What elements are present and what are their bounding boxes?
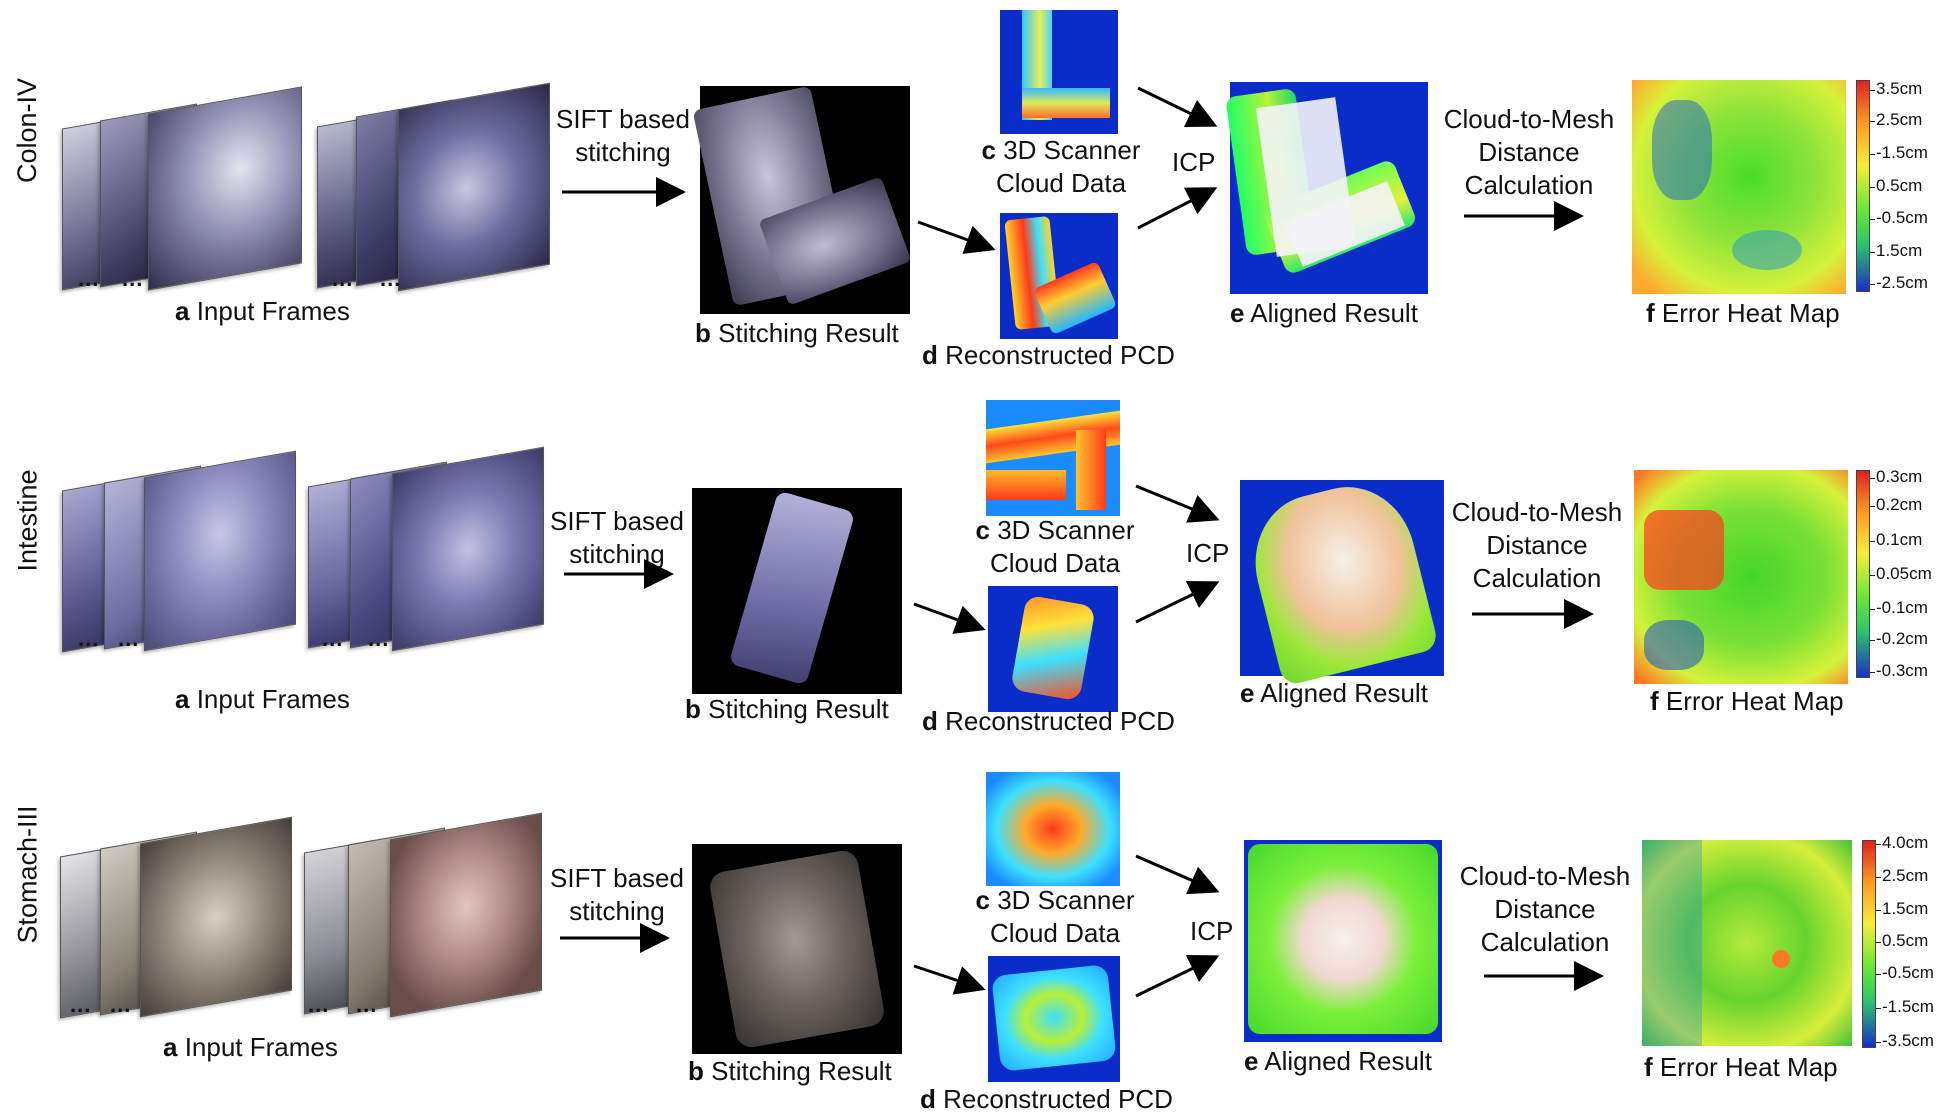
row-label: Colon-IV (12, 77, 43, 183)
error-heat-map-image (1634, 470, 1848, 684)
aligned-result-caption: e Aligned Result (1230, 298, 1418, 328)
row-colon-iv: Colon-IV ... ... ... ... a Input Frames … (0, 0, 1952, 372)
scanner-cloud-caption: c 3D Scanner Cloud Data (981, 135, 1141, 198)
stitching-result-caption: b Stitching Result (695, 318, 899, 348)
ellipsis: ... (368, 626, 390, 651)
icp-label: ICP (1172, 147, 1216, 177)
scanner-cloud-caption: c 3D Scanner Cloud Data (975, 885, 1135, 948)
stitching-result-caption: b Stitching Result (688, 1056, 892, 1086)
colorbar (1856, 80, 1870, 292)
input-frames-caption: a Input Frames (175, 296, 350, 326)
colorbar-tick-label: 0.5cm (1882, 931, 1929, 950)
input-frames-caption: a Input Frames (163, 1032, 338, 1062)
frame-image (392, 446, 544, 652)
colorbar-tick-label: 0.3cm (1876, 467, 1923, 486)
ellipsis: ... (356, 992, 378, 1017)
row-stomach-iii: Stomach-III ... ... ... ... a Input Fram… (0, 744, 1952, 1116)
colorbar-tick-label: 4.0cm (1882, 833, 1929, 852)
ellipsis: ... (308, 992, 330, 1017)
colorbar-tick-label: -3.5cm (1882, 1031, 1934, 1050)
ellipsis: ... (110, 992, 132, 1017)
frame-image (390, 812, 542, 1018)
scanner-cloud-image (986, 400, 1120, 516)
error-heat-map-caption: f Error Heat Map (1646, 298, 1840, 328)
aligned-result-image (1225, 82, 1428, 294)
ellipsis: ... (380, 266, 402, 291)
colorbar-tick-label: -0.1cm (1876, 598, 1928, 617)
colorbar-tick-label: -2.5cm (1876, 273, 1928, 292)
aligned-result-caption: e Aligned Result (1244, 1046, 1432, 1076)
colorbar-tick-label: -1.5cm (1876, 143, 1928, 162)
row-label: Intestine (12, 468, 43, 572)
colorbar-tick-label: -0.2cm (1876, 629, 1928, 648)
colorbar-tick-label: 0.2cm (1876, 495, 1923, 514)
error-heat-map-image (1642, 840, 1852, 1046)
colorbar-tick-label: 3.5cm (1876, 79, 1923, 98)
reconstructed-pcd-caption: d Reconstructed PCD (922, 340, 1175, 370)
reconstructed-pcd-image (988, 956, 1120, 1082)
reconstructed-pcd-image (988, 586, 1118, 712)
aligned-result-image (1244, 840, 1442, 1042)
colorbar-tick-label: 0.05cm (1876, 564, 1932, 583)
sift-label: SIFT based stitching (550, 863, 684, 926)
colorbar-tick-label: 1.5cm (1876, 241, 1923, 260)
colorbar-tick-label: 2.5cm (1876, 110, 1923, 129)
cloud-to-mesh-label: Cloud-to-Mesh Distance Calculation (1443, 104, 1615, 200)
colorbar-tick-label: -0.3cm (1876, 661, 1928, 680)
reconstructed-pcd-caption: d Reconstructed PCD (922, 706, 1175, 736)
scanner-cloud-image (986, 772, 1120, 886)
ellipsis: ... (70, 992, 92, 1017)
ellipsis: ... (122, 266, 144, 291)
colorbar (1862, 840, 1876, 1048)
icp-label: ICP (1190, 916, 1234, 946)
colorbar-tick-label: -1.5cm (1882, 997, 1934, 1016)
error-heat-map-image (1632, 80, 1846, 294)
stitching-result-caption: b Stitching Result (685, 694, 889, 724)
colorbar-tick-label: 1.5cm (1882, 899, 1929, 918)
row-intestine: Intestine ... ... ... ... a Input Frames… (0, 372, 1952, 744)
icp-label: ICP (1186, 538, 1230, 568)
frame-image (144, 450, 296, 652)
sift-label: SIFT based stitching (550, 506, 684, 569)
frame-image (140, 816, 292, 1018)
aligned-result-caption: e Aligned Result (1240, 678, 1428, 708)
sift-label: SIFT based stitching (556, 104, 690, 167)
colorbar-tick-label: -0.5cm (1882, 963, 1934, 982)
scanner-cloud-caption: c 3D Scanner Cloud Data (975, 515, 1135, 578)
frame-image (398, 82, 550, 292)
input-frames-caption: a Input Frames (175, 684, 350, 714)
error-heat-map-caption: f Error Heat Map (1650, 686, 1844, 716)
colorbar-tick-label: 0.5cm (1876, 176, 1923, 195)
stitching-result-image (692, 85, 912, 314)
frame-image (148, 86, 302, 291)
ellipsis: ... (78, 626, 100, 651)
stitching-result-image (692, 844, 902, 1054)
colorbar-tick-label: 0.1cm (1876, 530, 1923, 549)
colorbar (1856, 470, 1870, 678)
colorbar-tick-label: 2.5cm (1882, 866, 1929, 885)
error-heat-map-caption: f Error Heat Map (1644, 1052, 1838, 1082)
aligned-result-image (1240, 473, 1444, 687)
reconstructed-pcd-image (1000, 213, 1118, 339)
scanner-cloud-image (1000, 10, 1118, 134)
row-label: Stomach-III (12, 804, 43, 944)
cloud-to-mesh-label: Cloud-to-Mesh Distance Calculation (1451, 497, 1623, 593)
cloud-to-mesh-label: Cloud-to-Mesh Distance Calculation (1459, 861, 1631, 957)
ellipsis: ... (118, 626, 140, 651)
reconstructed-pcd-caption: d Reconstructed PCD (920, 1084, 1173, 1114)
colorbar-tick-label: -0.5cm (1876, 208, 1928, 227)
ellipsis: ... (332, 266, 354, 291)
ellipsis: ... (78, 266, 100, 291)
ellipsis: ... (322, 626, 344, 651)
stitching-result-image (692, 488, 902, 694)
